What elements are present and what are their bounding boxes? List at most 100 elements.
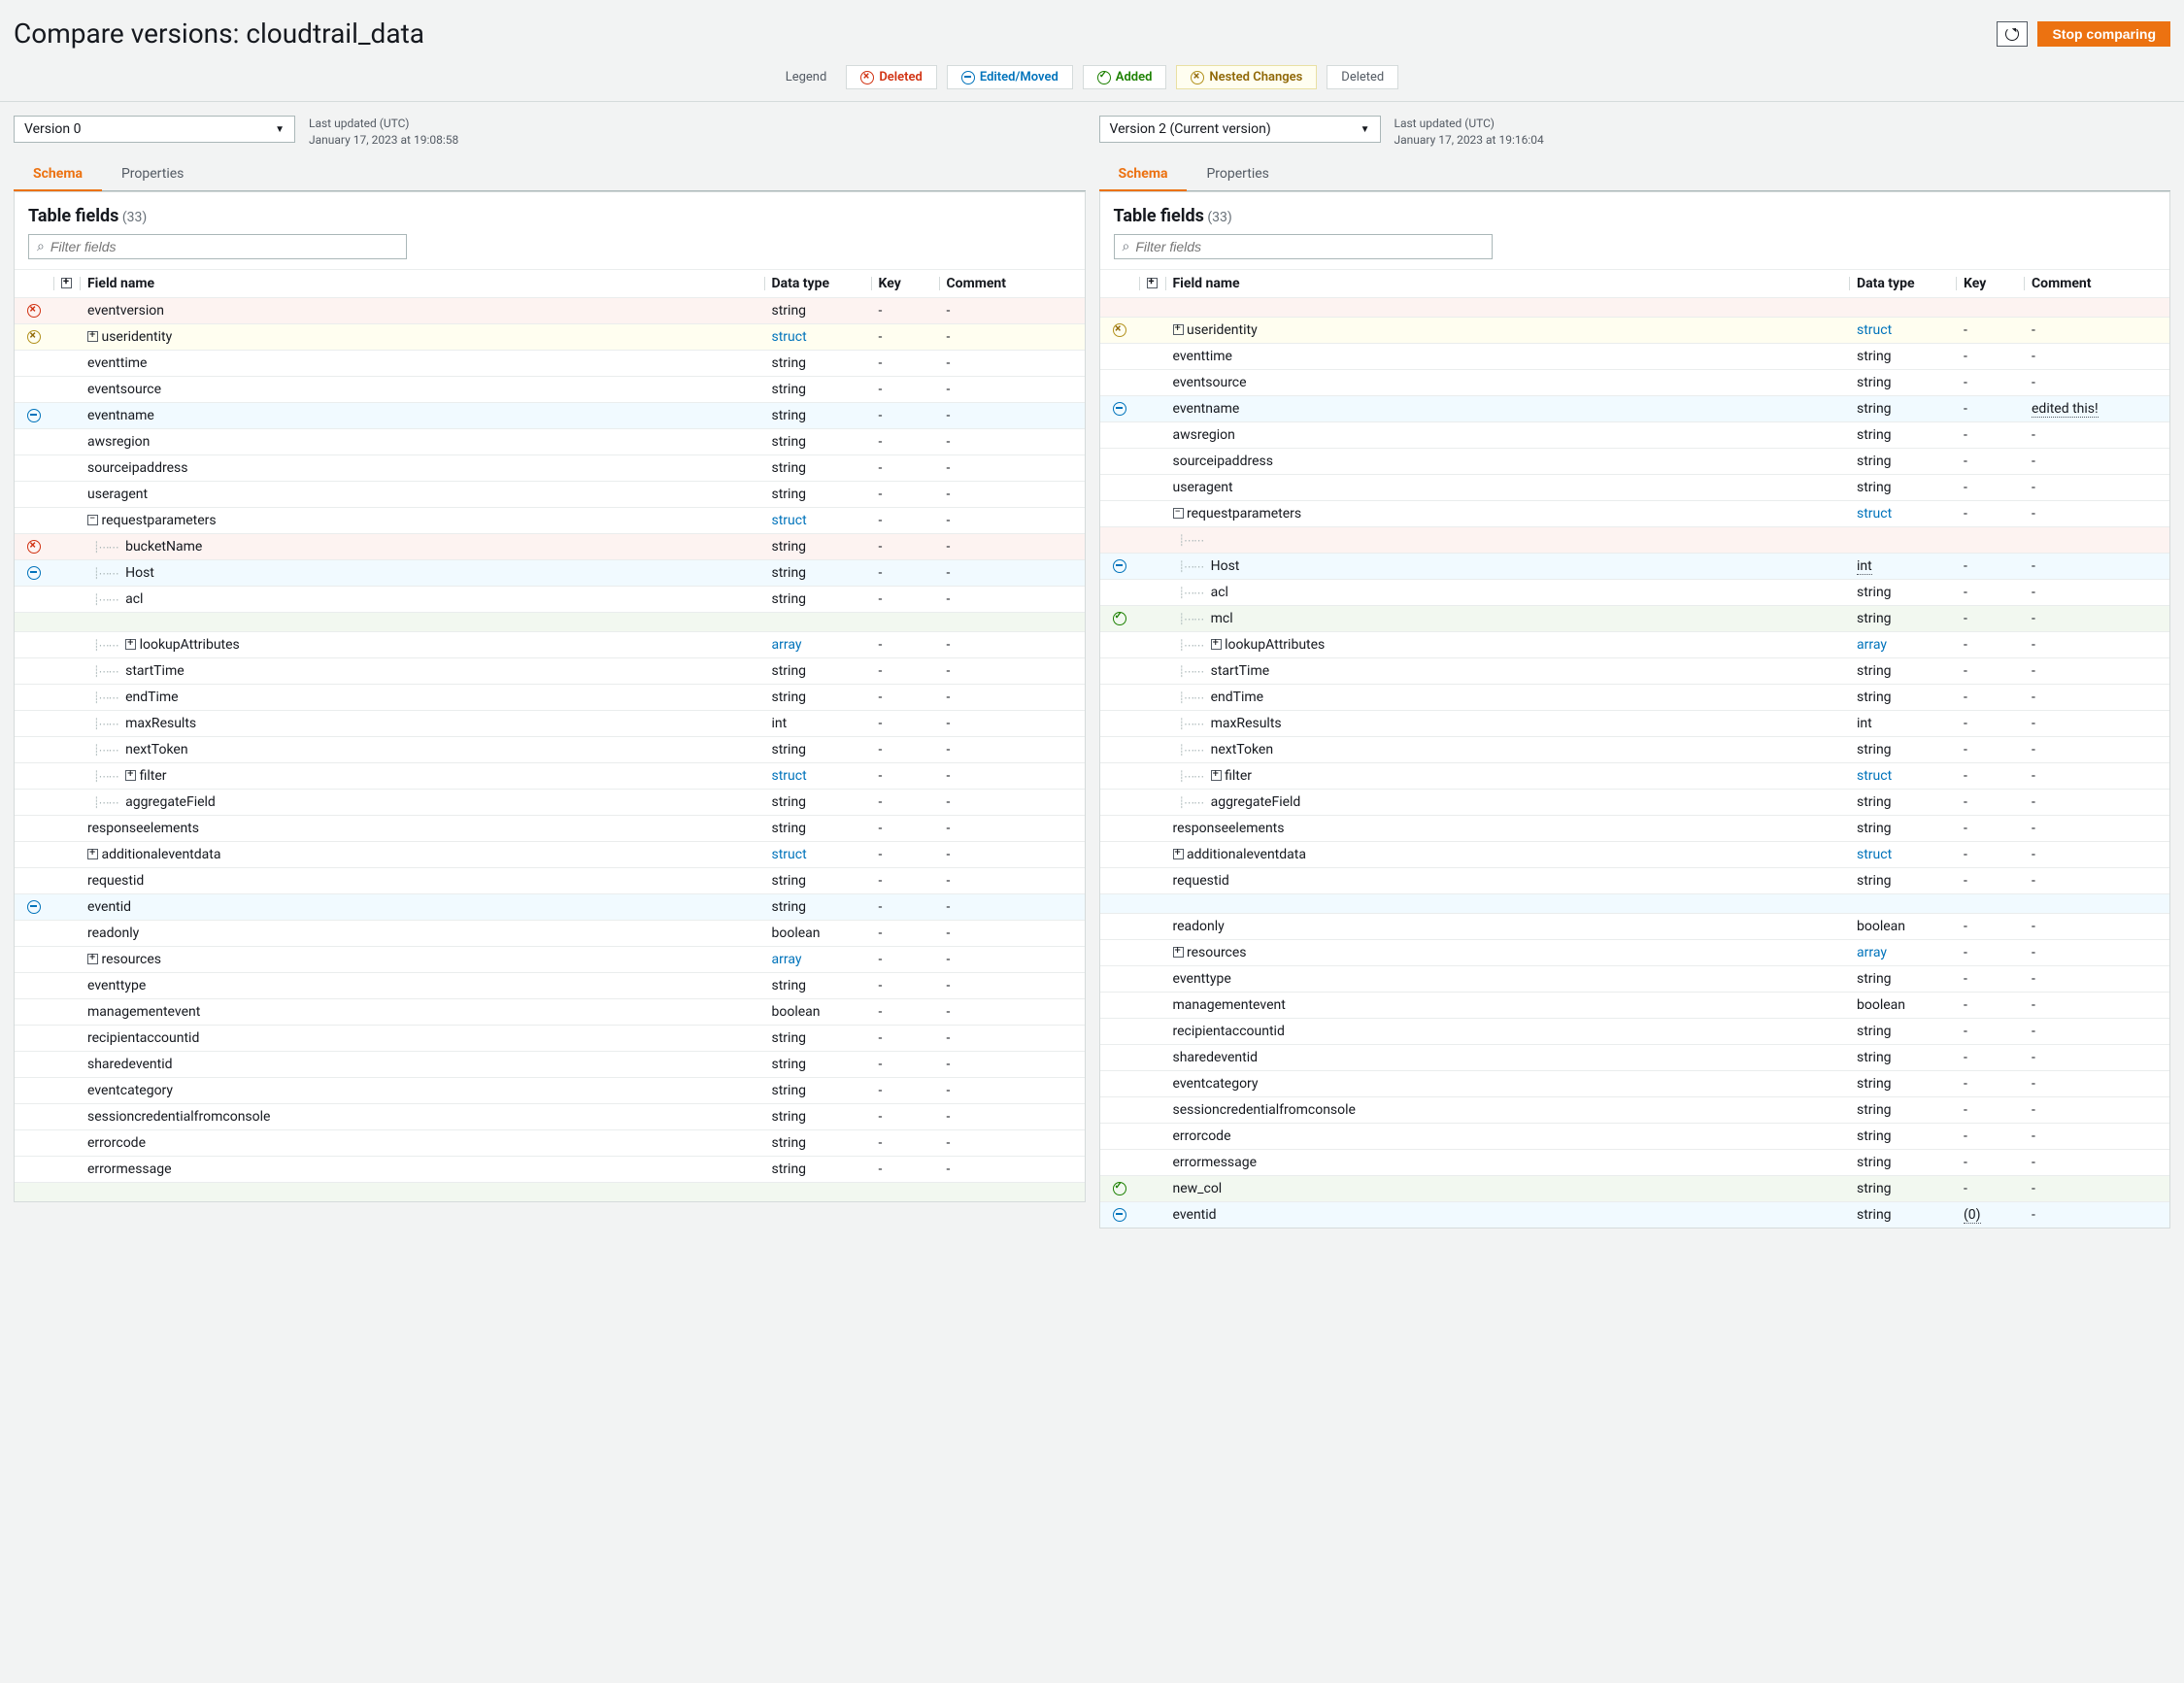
field-name: useragent bbox=[80, 481, 764, 507]
tab-schema[interactable]: Schema bbox=[14, 158, 102, 191]
field-name: ┊⋯⋯ aggregateField bbox=[1165, 789, 1850, 815]
expand-icon[interactable] bbox=[1173, 947, 1184, 958]
change-marker bbox=[15, 481, 53, 507]
field-key: - bbox=[1956, 657, 2024, 684]
field-name: responseelements bbox=[80, 815, 764, 841]
change-marker bbox=[1100, 579, 1139, 605]
col-key[interactable]: Key bbox=[1956, 269, 2024, 297]
change-marker bbox=[15, 507, 53, 533]
col-comment[interactable]: Comment bbox=[939, 269, 1085, 297]
version-select-value: Version 0 bbox=[24, 121, 81, 137]
filter-input-right[interactable]: ⌕ bbox=[1114, 234, 1493, 259]
field-type: boolean bbox=[1849, 913, 1956, 939]
table-row: new_colstring-- bbox=[1100, 1175, 2170, 1201]
table-row: ┊⋯⋯ bucketNamestring-- bbox=[15, 533, 1085, 559]
field-name: new_col bbox=[1165, 1175, 1850, 1201]
table-row: useridentitystruct-- bbox=[15, 323, 1085, 350]
collapse-icon[interactable] bbox=[87, 515, 98, 525]
expand-all-icon[interactable] bbox=[1147, 278, 1158, 288]
field-comment: - bbox=[2024, 684, 2169, 710]
field-key: - bbox=[871, 1103, 939, 1129]
field-name: errormessage bbox=[1165, 1149, 1850, 1175]
refresh-button[interactable] bbox=[1997, 21, 2028, 47]
field-name: eventtime bbox=[80, 350, 764, 376]
field-type: struct bbox=[1849, 500, 1956, 526]
field-comment: - bbox=[2024, 421, 2169, 448]
edited-icon bbox=[1113, 1208, 1126, 1222]
field-type: string bbox=[1849, 789, 1956, 815]
field-key: - bbox=[1956, 1018, 2024, 1044]
table-row: eventidstring-- bbox=[15, 893, 1085, 920]
deleted-icon bbox=[27, 304, 41, 318]
table-row: requestidstring-- bbox=[15, 867, 1085, 893]
field-name: ┊⋯⋯ lookupAttributes bbox=[1165, 631, 1850, 657]
table-row: errorcodestring-- bbox=[15, 1129, 1085, 1156]
col-comment[interactable]: Comment bbox=[2024, 269, 2169, 297]
expand-icon[interactable] bbox=[1173, 849, 1184, 859]
expand-icon[interactable] bbox=[1211, 639, 1222, 650]
change-marker bbox=[1100, 369, 1139, 395]
change-marker bbox=[15, 428, 53, 454]
field-name: eventversion bbox=[80, 297, 764, 323]
table-row: eventtimestring-- bbox=[15, 350, 1085, 376]
filter-field[interactable] bbox=[1135, 239, 1483, 254]
field-key: - bbox=[871, 736, 939, 762]
field-type: string bbox=[764, 454, 871, 481]
field-key: - bbox=[1956, 1175, 2024, 1201]
col-field-name[interactable]: Field name bbox=[80, 269, 764, 297]
field-comment: - bbox=[2024, 1123, 2169, 1149]
field-comment: - bbox=[2024, 579, 2169, 605]
field-comment: - bbox=[939, 559, 1085, 586]
field-name: errorcode bbox=[80, 1129, 764, 1156]
field-type: string bbox=[764, 1103, 871, 1129]
table-row: sessioncredentialfromconsolestring-- bbox=[1100, 1096, 2170, 1123]
field-comment: - bbox=[2024, 1175, 2169, 1201]
change-marker bbox=[1100, 913, 1139, 939]
change-marker bbox=[1100, 736, 1139, 762]
field-name: ┊⋯⋯ startTime bbox=[80, 657, 764, 684]
filter-field[interactable] bbox=[50, 239, 398, 254]
col-data-type[interactable]: Data type bbox=[764, 269, 871, 297]
col-field-name[interactable]: Field name bbox=[1165, 269, 1850, 297]
field-type: struct bbox=[764, 507, 871, 533]
expand-icon[interactable] bbox=[125, 770, 136, 781]
field-key: - bbox=[871, 815, 939, 841]
field-type: string bbox=[1849, 395, 1956, 421]
change-marker bbox=[15, 736, 53, 762]
version-select-left[interactable]: Version 0 ▼ bbox=[14, 116, 295, 143]
expand-icon[interactable] bbox=[87, 954, 98, 964]
version-select-value: Version 2 (Current version) bbox=[1110, 121, 1271, 137]
collapse-icon[interactable] bbox=[1173, 508, 1184, 519]
tab-properties[interactable]: Properties bbox=[102, 158, 203, 190]
stop-comparing-button[interactable]: Stop comparing bbox=[2037, 21, 2170, 47]
field-name: ┊⋯⋯ lookupAttributes bbox=[80, 631, 764, 657]
field-comment: - bbox=[939, 972, 1085, 998]
expand-all-icon[interactable] bbox=[61, 278, 72, 288]
filter-input-left[interactable]: ⌕ bbox=[28, 234, 407, 259]
change-marker bbox=[15, 559, 53, 586]
change-marker bbox=[15, 1103, 53, 1129]
col-key[interactable]: Key bbox=[871, 269, 939, 297]
version-select-right[interactable]: Version 2 (Current version) ▼ bbox=[1099, 116, 1381, 143]
change-marker bbox=[15, 893, 53, 920]
expand-icon[interactable] bbox=[87, 331, 98, 342]
field-comment: - bbox=[939, 402, 1085, 428]
expand-icon[interactable] bbox=[1211, 770, 1222, 781]
col-data-type[interactable]: Data type bbox=[1849, 269, 1956, 297]
expand-icon[interactable] bbox=[87, 849, 98, 859]
table-row: readonlyboolean-- bbox=[1100, 913, 2170, 939]
tab-schema[interactable]: Schema bbox=[1099, 158, 1188, 191]
field-name: readonly bbox=[1165, 913, 1850, 939]
edited-icon bbox=[27, 900, 41, 914]
field-type: string bbox=[764, 867, 871, 893]
tab-properties[interactable]: Properties bbox=[1187, 158, 1288, 190]
field-key: - bbox=[1956, 789, 2024, 815]
expand-icon[interactable] bbox=[1173, 324, 1184, 335]
field-comment: - bbox=[939, 867, 1085, 893]
field-name: ┊⋯⋯ startTime bbox=[1165, 657, 1850, 684]
field-comment: - bbox=[939, 481, 1085, 507]
field-key: - bbox=[871, 1156, 939, 1182]
field-key: - bbox=[1956, 1123, 2024, 1149]
field-type: boolean bbox=[764, 998, 871, 1025]
expand-icon[interactable] bbox=[125, 639, 136, 650]
